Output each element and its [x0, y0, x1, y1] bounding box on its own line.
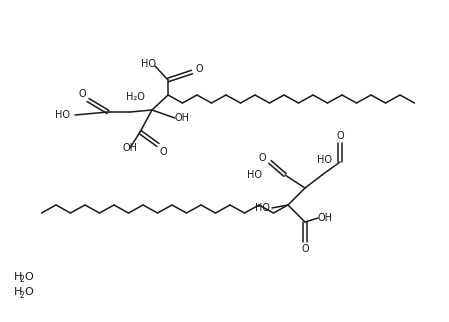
Text: H₂O: H₂O	[126, 92, 145, 102]
Text: HO: HO	[54, 110, 70, 120]
Text: O: O	[195, 64, 203, 74]
Text: HO: HO	[255, 203, 269, 213]
Text: O: O	[159, 147, 167, 157]
Text: O: O	[258, 153, 266, 163]
Text: HO: HO	[317, 155, 333, 165]
Text: O: O	[301, 244, 309, 254]
Text: O: O	[24, 287, 33, 297]
Text: OH: OH	[317, 213, 333, 223]
Text: HO: HO	[247, 170, 262, 180]
Text: H: H	[14, 287, 22, 297]
Text: 2: 2	[20, 290, 25, 299]
Text: OH: OH	[123, 143, 137, 153]
Text: H: H	[14, 272, 22, 282]
Text: OH: OH	[175, 113, 189, 123]
Text: HO: HO	[141, 59, 155, 69]
Text: O: O	[78, 89, 86, 99]
Text: 2: 2	[20, 276, 25, 285]
Text: O: O	[24, 272, 33, 282]
Text: O: O	[336, 131, 344, 141]
